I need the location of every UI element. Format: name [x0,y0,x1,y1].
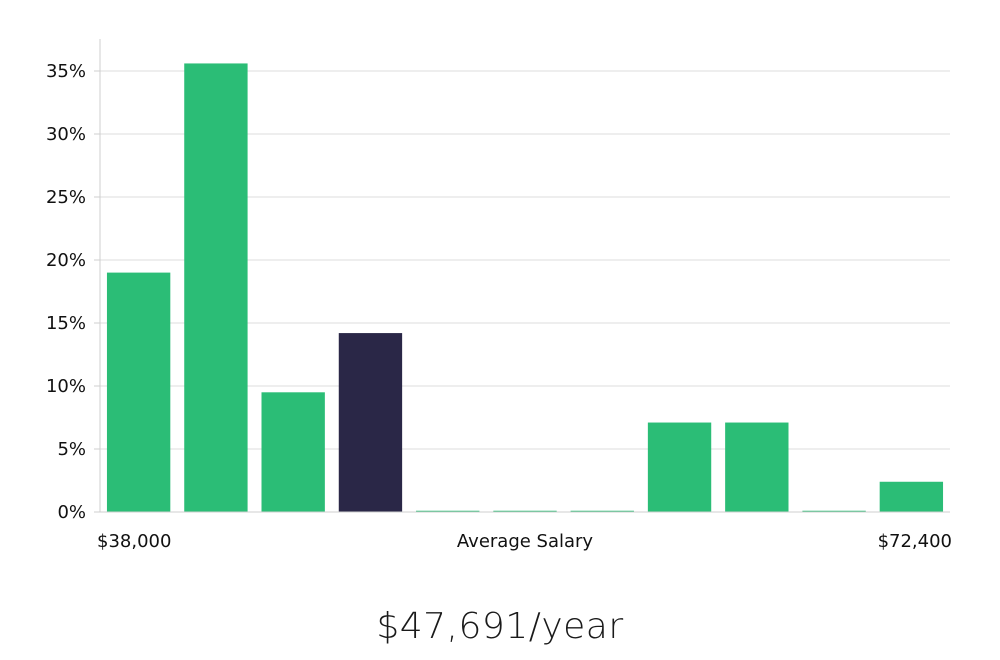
y-tick-label: 25% [46,187,86,208]
average-salary-value: $47,691/year [376,606,624,647]
bar [725,422,789,512]
x-max-label: $72,400 [878,531,952,552]
y-tick-label: 5% [57,439,86,460]
y-tick-label: 30% [46,124,86,145]
y-axis-ticks: 0% 5% 10% 15% 20% 25% 30% 35% [46,61,100,523]
bar [647,422,712,512]
bar [416,510,480,512]
x-min-label: $38,000 [97,531,171,552]
y-tick-label: 0% [57,502,86,523]
y-tick-label: 20% [46,250,86,271]
bar [184,63,248,512]
bars [106,63,944,512]
bar-highlighted [338,333,403,512]
y-tick-label: 15% [46,313,86,334]
bar [570,510,634,512]
y-tick-label: 10% [46,376,86,397]
bar [879,481,944,512]
bar [261,392,325,512]
x-axis-title: Average Salary [457,531,594,552]
salary-histogram: 0% 5% 10% 15% 20% 25% 30% 35% $38,000 Average S… [46,39,952,552]
bar [106,272,171,512]
bar [802,510,866,512]
x-axis-labels: $38,000 Average Salary $72,400 [97,531,952,552]
bar [493,510,557,512]
y-tick-label: 35% [46,61,86,82]
axes [99,39,950,513]
